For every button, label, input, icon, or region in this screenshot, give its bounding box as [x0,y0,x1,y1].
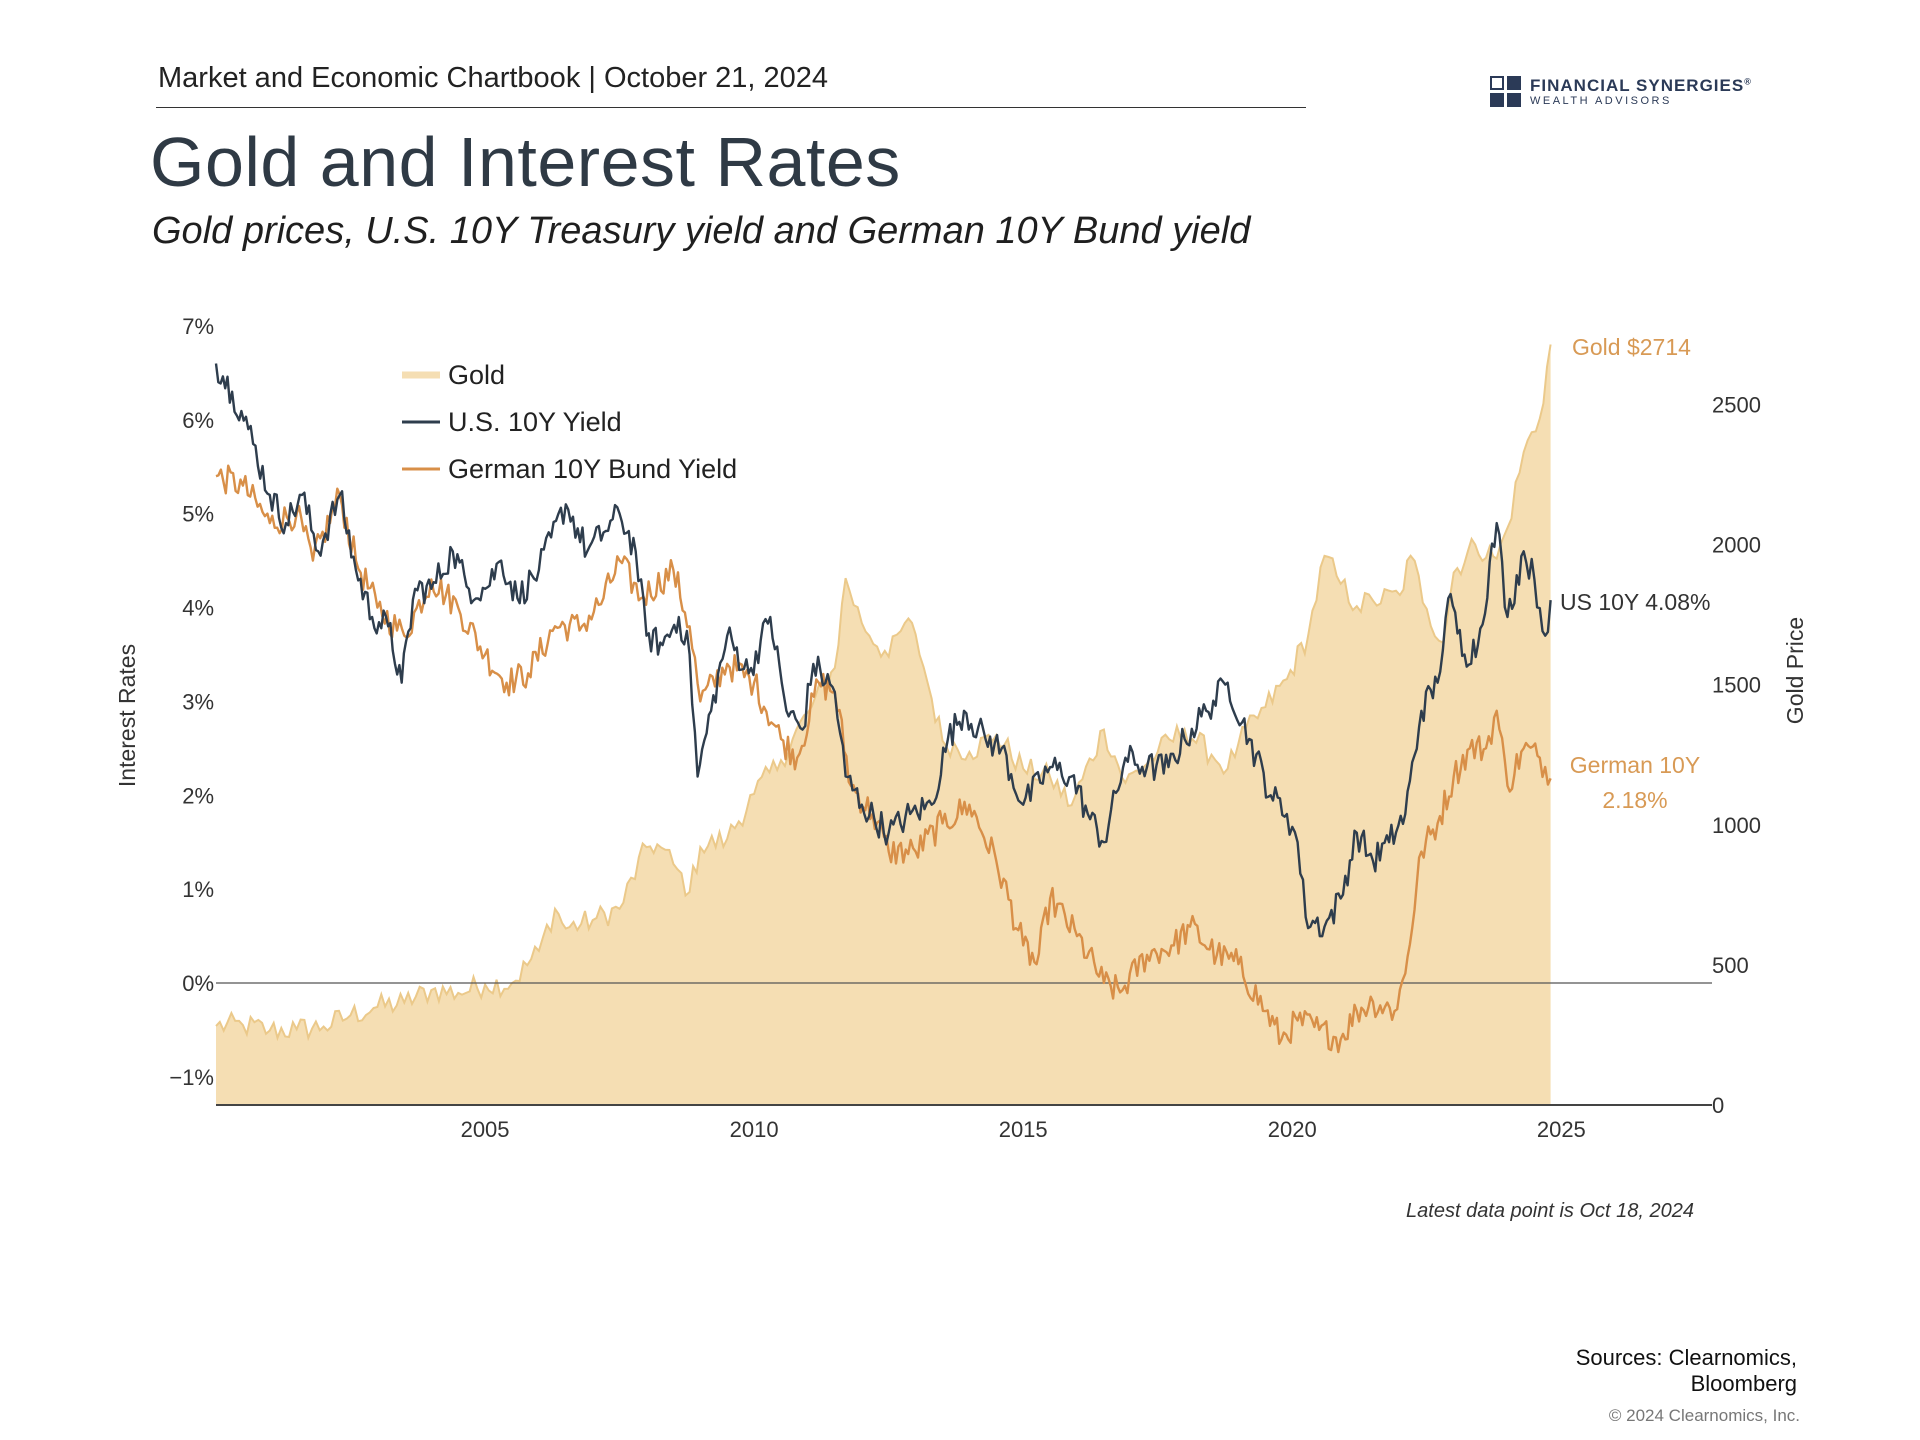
right-tick-label: 1500 [1712,673,1761,698]
x-tick-label: 2005 [461,1117,510,1142]
gold-series-group [215,344,1552,1105]
right-tick-label: 0 [1712,1093,1724,1118]
x-tick-label: 2015 [999,1117,1048,1142]
left-axis-label: Interest Rates [114,644,140,787]
header-rule [156,107,1306,108]
us-10y-line [214,363,1552,938]
x-tick-label: 2020 [1268,1117,1317,1142]
company-logo: FINANCIAL SYNERGIES® WEALTH ADVISORS [1490,72,1752,112]
left-tick-label: 3% [182,689,214,714]
legend-label: Gold [448,360,505,390]
left-tick-label: −1% [169,1065,214,1090]
gold-end-label: Gold $2714 [1572,334,1691,360]
left-tick-label: 0% [182,971,214,996]
right-tick-label: 2500 [1712,392,1761,417]
german-end-label-name: German 10Y [1570,752,1700,778]
right-tick-label: 500 [1712,953,1749,978]
left-tick-label: 1% [182,877,214,902]
gold-area [216,344,1551,1105]
x-tick-label: 2010 [730,1117,779,1142]
logo-squares-icon [1490,76,1522,108]
right-axis-label: Gold Price [1782,617,1808,724]
chart-legend: Gold U.S. 10Y Yield German 10Y Bund Yield [402,360,737,484]
logo-subtitle: WEALTH ADVISORS [1530,95,1672,107]
page-subtitle: Gold prices, U.S. 10Y Treasury yield and… [152,210,1251,252]
page-title: Gold and Interest Rates [150,123,901,201]
left-tick-label: 2% [182,783,214,808]
right-tick-label: 1000 [1712,813,1761,838]
logo-registered: ® [1744,76,1752,87]
legend-label: U.S. 10Y Yield [448,407,622,437]
tick-labels-group: 7% 6% 5% 4% 3% 2% 1% 0% −1% 2500 2000 1500 1000 500 0 2… [169,314,1761,1142]
us-end-label: US 10Y 4.08% [1560,589,1710,615]
left-tick-label: 6% [182,408,214,433]
left-tick-label: 5% [182,502,214,527]
copyright-text: © 2024 Clearnomics, Inc. [1608,1406,1800,1425]
latest-data-note: Latest data point is Oct 18, 2024 [1406,1200,1694,1222]
left-tick-label: 4% [182,596,214,621]
logo-name: FINANCIAL SYNERGIES [1530,76,1745,95]
left-tick-label: 7% [182,314,214,339]
sources-text: Sources: Clearnomics, Bloomberg [1575,1345,1797,1397]
gold-line [215,344,1552,1042]
yield-series-group [214,363,1552,1054]
legend-label: German 10Y Bund Yield [448,454,737,484]
right-tick-label: 2000 [1712,533,1761,558]
german-end-label-value: 2.18% [1602,787,1667,813]
chartbook-header: Market and Economic Chartbook | October … [158,62,829,94]
x-tick-label: 2025 [1537,1117,1586,1142]
